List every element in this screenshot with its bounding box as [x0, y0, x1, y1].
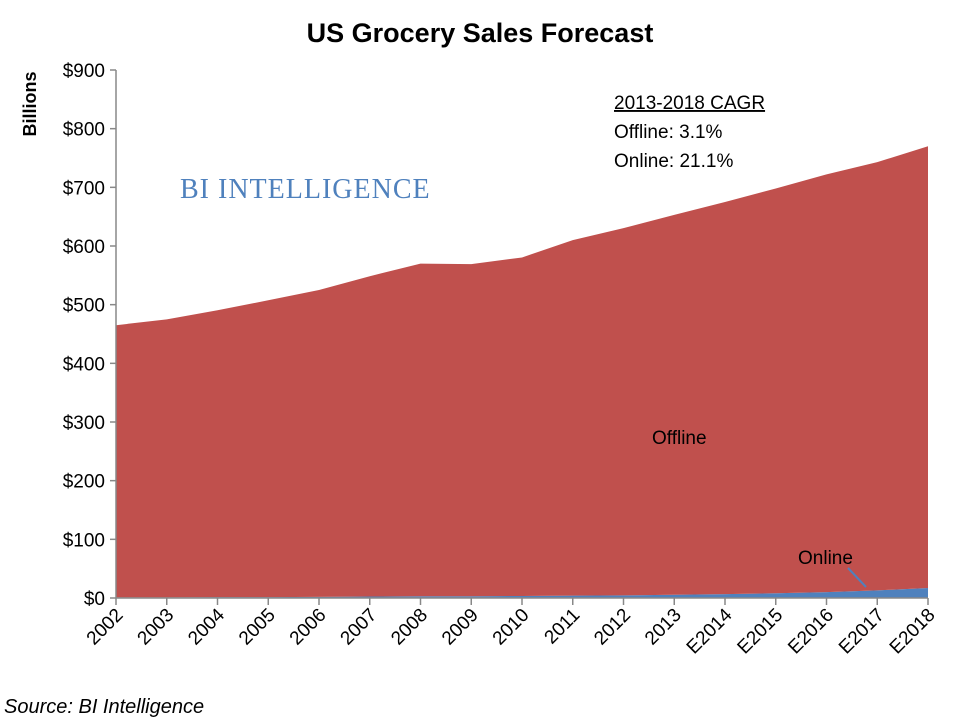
x-tick-label: 2010 — [489, 605, 534, 650]
watermark-logo: BI INTELLIGENCE — [180, 174, 431, 205]
offline-area-label: Offline — [652, 428, 707, 449]
y-tick-label: $600 — [63, 237, 105, 258]
y-ticks: $0 $100 $200 $300 $400 $500 $600 $700 $800 $900 — [63, 61, 116, 610]
chart-title: US Grocery Sales Forecast — [307, 18, 654, 48]
area-offline — [116, 146, 928, 598]
x-tick-label: 2007 — [337, 605, 382, 650]
areas — [116, 146, 928, 598]
x-tick-label: 2002 — [83, 605, 128, 650]
y-tick-label: $200 — [63, 472, 105, 493]
x-tick-label: 2011 — [541, 605, 585, 649]
y-axis-label: Billions — [20, 71, 40, 136]
x-ticks: 2002 2003 2004 2005 2006 2007 2008 2009 2010 2011… — [83, 598, 940, 658]
y-tick-label: $500 — [63, 296, 105, 317]
cagr-heading: 2013-2018 CAGR — [614, 93, 765, 114]
x-tick-label: E2017 — [835, 605, 889, 659]
y-tick-label: $400 — [63, 354, 105, 375]
y-tick-label: $900 — [63, 61, 105, 82]
x-tick-label: E2015 — [734, 605, 788, 659]
x-tick-label: E2014 — [683, 604, 737, 658]
x-tick-label: 2013 — [641, 605, 686, 650]
y-tick-label: $100 — [63, 530, 105, 551]
online-label-leader — [847, 567, 867, 588]
x-tick-label: 2009 — [438, 605, 483, 650]
online-area-label: Online — [798, 548, 853, 569]
source-note: Source: BI Intelligence — [4, 696, 204, 718]
area-online — [116, 588, 928, 598]
y-tick-label: $800 — [63, 120, 105, 141]
x-tick-label: E2016 — [784, 605, 838, 659]
y-tick-label: $700 — [63, 178, 105, 199]
x-tick-label: 2004 — [184, 604, 229, 649]
x-tick-label: 2012 — [590, 605, 635, 650]
cagr-online: Online: 21.1% — [614, 151, 733, 172]
x-tick-label: 2005 — [235, 605, 280, 650]
x-tick-label: E2018 — [886, 605, 940, 659]
x-tick-label: 2006 — [286, 605, 331, 650]
y-tick-label: $300 — [63, 413, 105, 434]
y-tick-label: $0 — [84, 589, 105, 610]
x-tick-label: 2003 — [134, 605, 179, 650]
x-tick-label: 2008 — [387, 605, 432, 650]
cagr-offline: Offline: 3.1% — [614, 122, 723, 143]
